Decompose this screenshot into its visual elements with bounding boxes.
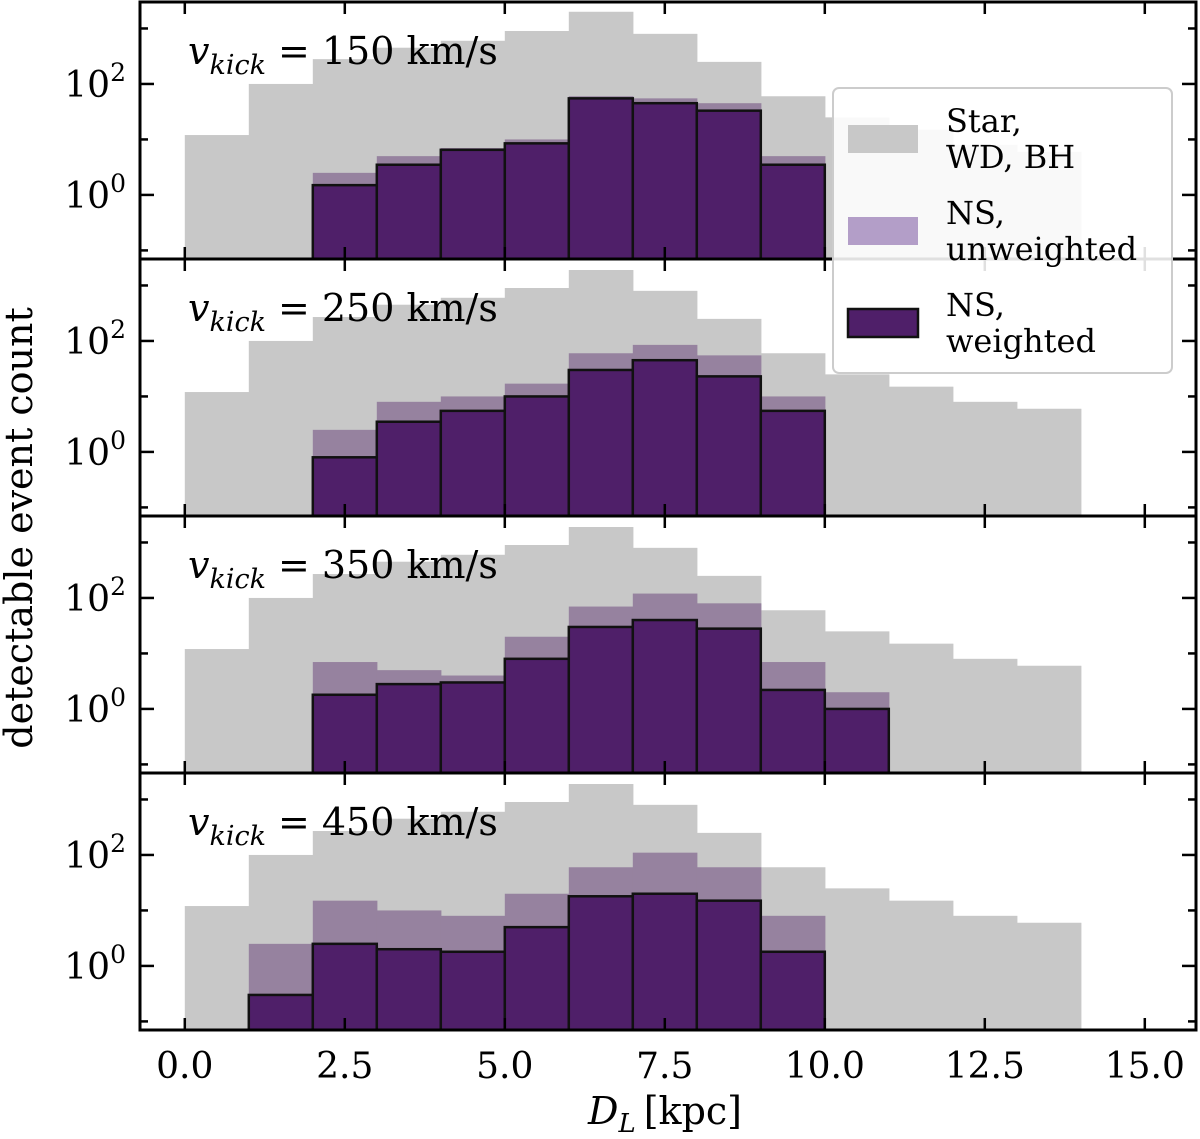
panel-label: vkick = 350 km/s xyxy=(188,543,498,595)
panel-3: 100 102 vkick = 350 km/s xyxy=(64,514,1198,775)
panel-label: vkick = 250 km/s xyxy=(188,286,498,338)
star-bar xyxy=(888,900,954,1030)
star-bar xyxy=(952,401,1018,516)
y-axis-label: detectable event count xyxy=(0,307,41,748)
star-bar xyxy=(952,658,1018,773)
legend-swatch-star xyxy=(848,125,918,153)
ns-weighted-bar xyxy=(567,625,635,773)
legend-swatch-ns-weighted xyxy=(846,307,920,339)
ns-weighted-bar xyxy=(503,657,571,773)
y-tick-label: 100 xyxy=(64,426,126,474)
legend-label-line1: NS, xyxy=(946,194,1005,232)
ns-weighted-bar xyxy=(567,895,635,1030)
y-tick-label: 102 xyxy=(64,58,126,106)
star-bar xyxy=(184,906,250,1030)
x-tick-label: 12.5 xyxy=(945,1046,1025,1087)
ns-weighted-bar xyxy=(375,163,443,259)
ns-weighted-bar xyxy=(439,681,507,773)
ns-weighted-bar xyxy=(631,358,699,516)
ns-weighted-bar xyxy=(759,163,827,259)
legend-label-line2: WD, BH xyxy=(946,138,1075,176)
ns-weighted-bar xyxy=(567,368,635,516)
ns-weighted-bar xyxy=(311,183,379,259)
star-bar xyxy=(248,597,314,773)
ns-weighted-bar xyxy=(247,993,315,1030)
ns-weighted-bar xyxy=(375,947,443,1030)
legend-frame xyxy=(832,87,1173,374)
x-tick-label: 5.0 xyxy=(476,1046,533,1087)
x-tick-label: 10.0 xyxy=(785,1046,865,1087)
ns-weighted-bar xyxy=(823,707,891,773)
ns-weighted-bar xyxy=(311,942,379,1030)
y-tick-label: 102 xyxy=(64,572,126,620)
x-axis-label-sub: L xyxy=(617,1109,635,1139)
star-bar xyxy=(952,915,1018,1030)
x-tick-label: 15.0 xyxy=(1105,1046,1185,1087)
star-bar xyxy=(824,374,890,516)
star-bar xyxy=(824,888,890,1030)
ns-weighted-bar xyxy=(759,688,827,773)
star-bar xyxy=(1016,665,1082,773)
x-tick-label: 0.0 xyxy=(156,1046,213,1087)
panel-label: vkick = 150 km/s xyxy=(188,29,498,81)
legend-swatch-ns-unweighted xyxy=(848,217,918,245)
ns-weighted-bar xyxy=(439,950,507,1030)
panel-frame xyxy=(138,771,1198,1032)
legend-label-line1: Star, xyxy=(946,102,1022,140)
legend-label-line1: NS, xyxy=(946,286,1005,324)
ns-weighted-bar xyxy=(503,395,571,516)
x-axis-label-unit: [kpc] xyxy=(644,1089,742,1133)
star-bar xyxy=(184,392,250,516)
ns-weighted-bar xyxy=(567,97,635,259)
ns-weighted-bar xyxy=(695,899,763,1030)
panel-4: 100 102 vkick = 450 km/s xyxy=(64,771,1198,1032)
y-tick-label: 102 xyxy=(64,315,126,363)
star-bar xyxy=(248,83,314,259)
y-tick-label: 102 xyxy=(64,829,126,877)
ns-weighted-bar xyxy=(503,925,571,1030)
ns-weighted-bar xyxy=(759,950,827,1030)
ns-weighted-bar xyxy=(759,409,827,516)
ns-weighted-bar xyxy=(375,682,443,773)
y-tick-label: 100 xyxy=(64,169,126,217)
y-tick-label: 100 xyxy=(64,940,126,988)
legend-label-line2: unweighted xyxy=(946,230,1137,268)
x-tick-label: 2.5 xyxy=(316,1046,373,1087)
ns-weighted-bar xyxy=(695,375,763,516)
star-bar xyxy=(184,649,250,773)
panel-2: 100 102 vkick = 250 km/s xyxy=(64,257,1198,518)
ns-weighted-bar xyxy=(631,101,699,259)
star-bar xyxy=(1016,922,1082,1030)
x-axis-label-var: D xyxy=(587,1089,618,1133)
x-axis-label: DL [kpc] xyxy=(587,1089,742,1139)
ns-weighted-bar xyxy=(631,892,699,1030)
legend-label-line2: weighted xyxy=(946,322,1096,360)
x-axis: 0.0 2.5 5.0 7.5 10.0 12.5 15.0 xyxy=(156,1046,1185,1087)
ns-weighted-bar xyxy=(695,627,763,773)
star-bar xyxy=(1016,408,1082,516)
panel-label: vkick = 450 km/s xyxy=(188,800,498,852)
ns-weighted-bar xyxy=(503,142,571,259)
star-bar xyxy=(888,386,954,516)
star-bar xyxy=(184,135,250,259)
ns-weighted-bar xyxy=(695,109,763,259)
star-bar xyxy=(888,643,954,773)
ns-weighted-bar xyxy=(439,409,507,516)
y-tick-label: 100 xyxy=(64,683,126,731)
ns-weighted-bar xyxy=(439,148,507,259)
panels-group: 100 102 vkick = 150 km/s 100 102 vkick = 250 km… xyxy=(64,0,1198,1032)
star-bar xyxy=(248,340,314,516)
ns-weighted-bar xyxy=(375,420,443,516)
x-tick-label: 7.5 xyxy=(636,1046,693,1087)
ns-weighted-bar xyxy=(631,618,699,773)
